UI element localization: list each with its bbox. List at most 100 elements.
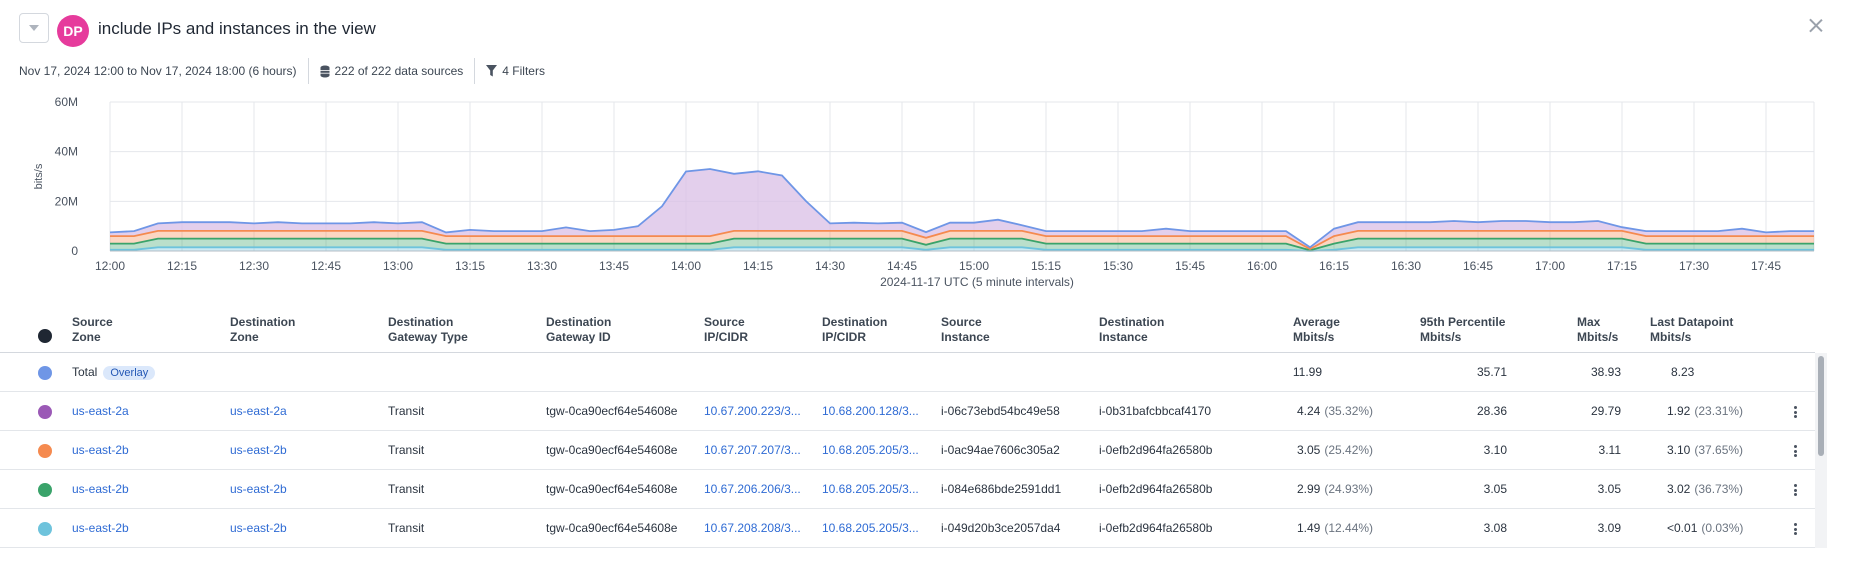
x-tick-label: 15:45: [1175, 259, 1205, 273]
row-menu-icon[interactable]: [1790, 482, 1800, 498]
source-instance-cell: i-084e686bde2591dd1: [941, 482, 1062, 496]
x-tick-label: 15:00: [959, 259, 989, 273]
source-zone-link[interactable]: us-east-2b: [72, 482, 129, 496]
destination-zone-link[interactable]: us-east-2b: [230, 443, 287, 457]
y-tick-label: 20M: [55, 194, 78, 208]
column-header-average[interactable]: Average Mbits/s: [1293, 315, 1340, 344]
flows-table: Source Zone Destination Zone Destination…: [0, 305, 1815, 548]
source-ip-link[interactable]: 10.67.208.208/3...: [704, 521, 801, 535]
table-scrollbar[interactable]: [1815, 353, 1827, 548]
source-zone-link[interactable]: us-east-2b: [72, 443, 129, 457]
gateway-id-cell: tgw-0ca90ecf64e54608e: [546, 521, 678, 535]
source-ip-link[interactable]: 10.67.200.223/3...: [704, 404, 801, 418]
source-ip-link[interactable]: 10.67.206.206/3...: [704, 482, 801, 496]
series-color-dot[interactable]: [38, 483, 52, 497]
table-row: us-east-2b us-east-2b Transit tgw-0ca90ecf6…: [0, 509, 1815, 548]
row-menu-icon[interactable]: [1790, 521, 1800, 537]
traffic-chart: 60M 40M 20M 0 12:00 12:15 12:30 12:45 13:00 13:15…: [0, 90, 1851, 305]
destination-zone-link[interactable]: us-east-2b: [230, 521, 287, 535]
last-percent: (23.31%): [1694, 404, 1744, 418]
source-instance-cell: i-0ac94ae7606c305a2: [941, 443, 1060, 457]
column-header-max[interactable]: Max Mbits/s: [1577, 315, 1619, 344]
column-header-gateway-type[interactable]: Destination Gateway Type: [388, 315, 468, 344]
max-cell: 38.93: [1590, 365, 1621, 379]
x-axis-label: 2024-11-17 UTC (5 minute intervals): [880, 275, 1074, 289]
column-header-last-datapoint[interactable]: Last Datapoint Mbits/s: [1650, 315, 1734, 344]
column-header-source-instance[interactable]: Source Instance: [941, 315, 990, 344]
avatar: DP: [57, 15, 89, 47]
column-header-destination-instance[interactable]: Destination Instance: [1099, 315, 1165, 344]
last-cell: 8.23: [1671, 365, 1695, 379]
last-cell: 3.10 (37.65%): [1667, 443, 1743, 457]
x-tick-label: 12:00: [95, 259, 125, 273]
source-ip-link[interactable]: 10.67.207.207/3...: [704, 443, 801, 457]
scrollbar-thumb[interactable]: [1818, 356, 1824, 456]
overlay-badge: Overlay: [103, 366, 156, 380]
destination-zone-link[interactable]: us-east-2b: [230, 482, 287, 496]
table-header: Source Zone Destination Zone Destination…: [0, 305, 1815, 353]
column-header-source-zone[interactable]: Source Zone: [72, 315, 113, 344]
filters-button[interactable]: 4 Filters: [486, 64, 545, 78]
last-cell: 3.02 (36.73%): [1667, 482, 1743, 496]
x-tick-label: 14:15: [743, 259, 773, 273]
average-value: 3.05: [1297, 443, 1321, 457]
average-cell: 3.05 (25.42%): [1297, 443, 1373, 457]
x-tick-label: 12:15: [167, 259, 197, 273]
series-area: [110, 169, 1814, 249]
max-cell: 29.79: [1590, 404, 1621, 418]
y-tick-label: 40M: [55, 145, 78, 159]
page-title: include IPs and instances in the view: [98, 19, 376, 38]
close-icon[interactable]: [1806, 16, 1826, 36]
max-cell: 3.05: [1597, 482, 1621, 496]
series-area: [110, 238, 1814, 251]
p95-cell: 3.05: [1483, 482, 1507, 496]
x-tick-label: 12:30: [239, 259, 269, 273]
destination-ip-link[interactable]: 10.68.200.128/3...: [822, 404, 919, 418]
series-color-dot[interactable]: [38, 366, 52, 380]
column-header-gateway-id[interactable]: Destination Gateway ID: [546, 315, 612, 344]
destination-ip-link[interactable]: 10.68.205.205/3...: [822, 482, 919, 496]
series-color-dot[interactable]: [38, 522, 52, 536]
last-value: <0.01: [1667, 521, 1698, 535]
table-row: us-east-2b us-east-2b Transit tgw-0ca90ecf6…: [0, 470, 1815, 509]
average-cell: 11.99: [1292, 365, 1322, 379]
average-value: 2.99: [1297, 482, 1321, 496]
filters-label: 4 Filters: [502, 64, 545, 78]
column-header-destination-zone[interactable]: Destination Zone: [230, 315, 296, 344]
collapse-dropdown-button[interactable]: [19, 13, 49, 43]
source-instance-cell: i-049d20b3ce2057da4: [941, 521, 1061, 535]
data-sources-label: 222 of 222 data sources: [320, 64, 463, 78]
x-tick-label: 16:45: [1463, 259, 1493, 273]
last-value: 3.02: [1667, 482, 1691, 496]
destination-zone-link[interactable]: us-east-2a: [230, 404, 287, 418]
gateway-type-cell: Transit: [388, 482, 425, 496]
x-tick-label: 13:15: [455, 259, 485, 273]
legend-all-dot[interactable]: [38, 329, 52, 343]
last-percent: (0.03%): [1701, 521, 1744, 535]
x-tick-label: 16:00: [1247, 259, 1277, 273]
series-color-dot[interactable]: [38, 444, 52, 458]
source-zone-link[interactable]: us-east-2b: [72, 521, 129, 535]
gateway-type-cell: Transit: [388, 521, 425, 535]
database-icon: [320, 65, 330, 77]
max-cell: 3.09: [1597, 521, 1621, 535]
destination-ip-link[interactable]: 10.68.205.205/3...: [822, 521, 919, 535]
row-menu-icon[interactable]: [1790, 443, 1800, 459]
destination-ip-link[interactable]: 10.68.205.205/3...: [822, 443, 919, 457]
x-tick-label: 16:30: [1391, 259, 1421, 273]
total-label: Total: [72, 365, 98, 379]
series-color-dot[interactable]: [38, 405, 52, 419]
p95-cell: 28.36: [1476, 404, 1507, 418]
y-tick-label: 0: [71, 244, 78, 258]
column-header-source-ip[interactable]: Source IP/CIDR: [704, 315, 749, 344]
x-tick-label: 14:45: [887, 259, 917, 273]
column-header-destination-ip[interactable]: Destination IP/CIDR: [822, 315, 888, 344]
x-tick-label: 16:15: [1319, 259, 1349, 273]
source-zone-link[interactable]: us-east-2a: [72, 404, 129, 418]
divider: [307, 58, 309, 84]
divider: [474, 58, 476, 84]
p95-cell: 3.08: [1483, 521, 1507, 535]
destination-instance-cell: i-0efb2d964fa26580b: [1099, 443, 1213, 457]
row-menu-icon[interactable]: [1790, 404, 1800, 420]
column-header-p95[interactable]: 95th Percentile Mbits/s: [1420, 315, 1506, 344]
